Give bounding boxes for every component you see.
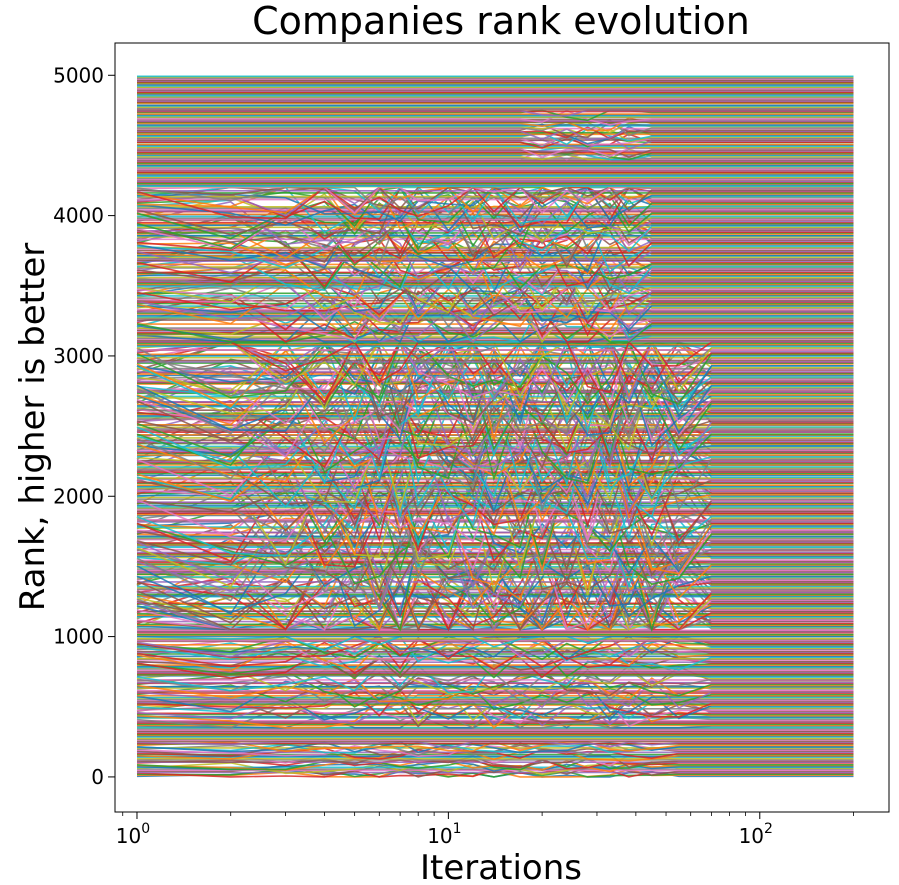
company-rank-line xyxy=(136,486,854,586)
company-rank-line xyxy=(136,740,854,754)
y-tick-label: 4000 xyxy=(53,204,104,228)
company-rank-line xyxy=(137,148,854,158)
company-rank-line xyxy=(136,340,854,404)
x-tick-label: 101 xyxy=(427,821,461,848)
x-axis-label: Iterations xyxy=(420,848,582,881)
company-rank-line xyxy=(136,208,854,260)
company-rank-line xyxy=(136,743,854,758)
company-rank-line xyxy=(136,513,854,610)
company-rank-line xyxy=(136,340,854,421)
company-rank-line xyxy=(136,186,854,216)
company-rank-line xyxy=(136,303,854,343)
company-rank-line xyxy=(136,668,854,701)
company-rank-line xyxy=(136,185,854,237)
y-tick-label: 1000 xyxy=(53,625,104,649)
company-rank-line xyxy=(137,135,854,150)
company-rank-line xyxy=(136,664,854,697)
company-rank-line xyxy=(136,264,854,318)
plot-frame xyxy=(114,42,890,813)
y-tick-label: 5000 xyxy=(53,63,104,87)
company-rank-line xyxy=(136,754,854,768)
y-axis-label: Rank, higher is better xyxy=(13,243,53,611)
company-rank-line xyxy=(136,764,854,778)
y-tick-label: 2000 xyxy=(53,484,104,508)
company-rank-line xyxy=(137,127,854,146)
company-rank-line xyxy=(137,109,854,126)
x-tick-label: 100 xyxy=(116,821,150,848)
x-tick-label: 102 xyxy=(739,821,773,848)
company-rank-line xyxy=(136,647,854,679)
series-group xyxy=(136,75,854,778)
company-rank-line xyxy=(137,119,854,137)
company-rank-line xyxy=(136,760,854,772)
company-rank-line xyxy=(136,537,854,632)
company-rank-line xyxy=(136,186,854,223)
company-rank-line xyxy=(136,559,854,632)
company-rank-line xyxy=(136,695,854,728)
y-axis: 0 1000 2000 3000 4000 5000 xyxy=(53,63,115,789)
company-rank-line xyxy=(136,699,854,727)
y-tick-label: 3000 xyxy=(53,344,104,368)
company-rank-line xyxy=(136,358,854,452)
company-rank-line xyxy=(136,390,854,484)
y-tick-label: 0 xyxy=(91,765,104,789)
company-rank-line xyxy=(136,340,854,405)
x-axis: 100 101 102 xyxy=(116,812,854,848)
company-rank-line xyxy=(137,128,854,143)
chart-title: Companies rank evolution xyxy=(252,0,750,43)
